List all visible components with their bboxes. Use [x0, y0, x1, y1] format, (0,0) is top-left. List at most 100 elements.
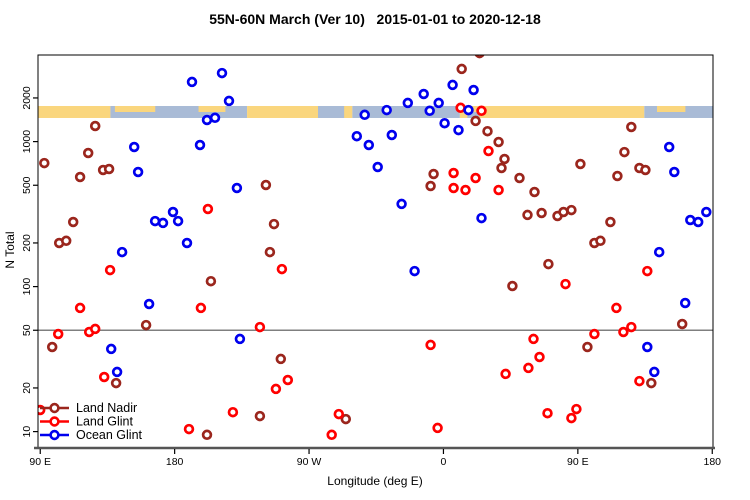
data-point — [143, 298, 155, 310]
data-point — [201, 429, 213, 441]
data-point — [223, 95, 235, 107]
data-point — [149, 215, 161, 227]
data-point — [425, 180, 436, 192]
data-point — [333, 408, 345, 420]
data-point — [409, 265, 420, 277]
chart-title: 55N-60N March (Ver 10) 2015-01-01 to 202… — [209, 11, 541, 27]
data-point — [386, 129, 398, 141]
data-point — [447, 79, 458, 91]
data-point — [340, 413, 352, 425]
data-point — [209, 112, 221, 124]
data-point — [202, 203, 214, 215]
data-point — [167, 206, 179, 218]
data-point — [496, 162, 507, 174]
data-point — [470, 115, 481, 127]
data-point — [402, 97, 414, 109]
data-point — [82, 147, 94, 159]
data-point — [514, 172, 525, 184]
data-point — [529, 186, 540, 198]
data-point — [528, 333, 539, 345]
data-point — [425, 339, 436, 351]
x-tick-label: 90 E — [29, 456, 51, 468]
data-point — [642, 265, 653, 277]
data-point — [231, 182, 243, 194]
ocean-patch — [318, 106, 345, 118]
data-point — [359, 109, 370, 121]
data-point — [132, 166, 144, 178]
data-point — [110, 377, 122, 389]
data-point — [428, 168, 439, 180]
legend-label: Land Glint — [76, 415, 134, 429]
data-point — [679, 297, 691, 309]
data-point — [499, 153, 510, 165]
data-point — [433, 97, 444, 109]
data-point — [351, 130, 363, 142]
data-point — [448, 182, 459, 194]
data-point — [128, 141, 140, 153]
data-point — [646, 377, 657, 389]
data-point — [98, 371, 110, 383]
data-point — [663, 141, 675, 153]
data-point — [46, 341, 58, 353]
x-tick-label: 0 — [441, 456, 447, 468]
x-tick-label: 90 E — [567, 456, 589, 468]
data-point — [254, 321, 266, 333]
data-point — [381, 104, 392, 116]
data-point — [326, 429, 337, 441]
y-tick-label: 1000 — [21, 130, 33, 154]
data-point — [493, 136, 504, 148]
series-ocean-glint — [105, 67, 712, 378]
data-point — [270, 383, 282, 395]
map-band — [38, 106, 713, 118]
data-point — [640, 164, 651, 176]
data-point — [201, 114, 213, 126]
data-point — [181, 237, 193, 249]
data-point — [534, 351, 545, 363]
data-point — [194, 139, 206, 151]
data-point — [566, 412, 577, 424]
y-tick-label: 20 — [21, 382, 33, 394]
ocean-segment — [352, 106, 460, 118]
data-point — [372, 161, 383, 173]
y-tick-label: 2000 — [21, 86, 33, 110]
data-point — [642, 341, 653, 353]
data-point — [571, 403, 582, 415]
data-point — [619, 146, 630, 158]
y-tick-label: 500 — [21, 176, 33, 194]
data-point — [522, 209, 533, 221]
data-point — [396, 198, 407, 210]
data-point — [268, 218, 280, 230]
data-point — [157, 217, 169, 229]
data-point — [523, 362, 534, 374]
x-tick-label: 180 — [166, 456, 184, 468]
data-point — [105, 343, 117, 355]
data-point — [582, 341, 593, 353]
legend-marker — [49, 429, 60, 441]
plot-area — [38, 55, 713, 441]
ocean-segment — [110, 106, 248, 118]
y-tick-label: 100 — [21, 278, 33, 296]
data-point — [260, 179, 272, 191]
data-point — [575, 158, 586, 170]
legend-label: Ocean Glint — [76, 428, 143, 442]
data-point — [476, 212, 487, 224]
data-point — [264, 246, 276, 258]
data-point — [456, 63, 467, 75]
legend-marker — [49, 416, 60, 427]
data-point — [463, 104, 474, 116]
plot-border — [37, 54, 714, 448]
data-point — [276, 263, 288, 275]
y-tick-label: 200 — [21, 234, 33, 252]
data-point — [470, 172, 481, 184]
data-point — [418, 88, 429, 100]
data-point — [605, 216, 616, 228]
data-point — [104, 264, 116, 276]
data-point — [566, 204, 577, 216]
data-point — [60, 235, 72, 247]
land-patch — [656, 106, 686, 112]
data-point — [424, 105, 435, 117]
data-point — [205, 275, 217, 287]
land-patch — [198, 106, 226, 112]
